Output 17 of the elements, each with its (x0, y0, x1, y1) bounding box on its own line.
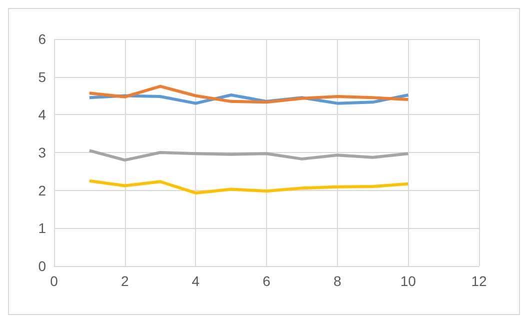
y-tick-label: 3 (38, 144, 46, 160)
x-tick-label: 10 (400, 273, 416, 289)
x-tick-label: 2 (120, 273, 129, 289)
x-tick-label: 6 (262, 273, 271, 289)
line-series (88, 179, 410, 194)
line-series (88, 84, 410, 104)
y-tick-label: 0 (38, 258, 46, 274)
x-tick-label: 12 (471, 273, 487, 289)
y-tick-label: 6 (38, 31, 46, 47)
y-tick-label: 5 (38, 68, 46, 85)
x-tick-label: 8 (333, 273, 342, 289)
line-series (88, 149, 410, 162)
x-tick-label: 4 (192, 273, 200, 289)
x-tick-label: 0 (50, 273, 58, 289)
y-tick-label: 4 (38, 106, 46, 123)
y-tick-label: 1 (38, 220, 46, 236)
y-tick-label: 2 (38, 182, 46, 198)
